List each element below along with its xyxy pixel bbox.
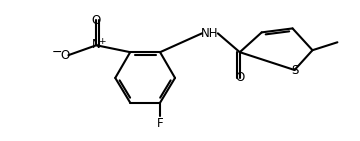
Text: +: + [99,37,106,46]
Text: O: O [92,14,101,27]
Text: O: O [61,49,70,62]
Text: N: N [92,38,101,51]
Text: F: F [157,117,163,130]
Text: S: S [291,63,298,77]
Text: NH: NH [201,27,219,40]
Text: −: − [51,46,62,59]
Text: O: O [235,71,244,84]
